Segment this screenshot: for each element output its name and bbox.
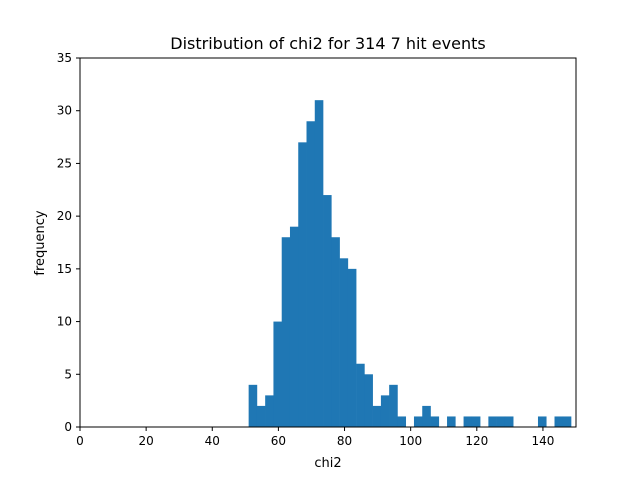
plot-area-frame xyxy=(79,57,577,428)
histogram-bar-3 xyxy=(273,321,283,427)
y-tick-label: 5 xyxy=(64,367,72,381)
y-tick-label: 15 xyxy=(57,262,72,276)
histogram-bar-11 xyxy=(339,258,349,427)
histogram-bar-6 xyxy=(298,142,307,427)
histogram-bar-18 xyxy=(397,416,407,427)
chart-title: Distribution of chi2 for 314 7 hit event… xyxy=(170,34,485,53)
histogram-bar-15 xyxy=(372,405,382,427)
histogram-bar-38 xyxy=(562,416,572,427)
histogram-bar-21 xyxy=(422,405,431,427)
x-tick-label: 140 xyxy=(531,434,554,448)
x-tick-label: 100 xyxy=(399,434,422,448)
x-tick-label: 120 xyxy=(465,434,488,448)
x-axis: 0 20 40 60 80 100 120 140 xyxy=(76,427,554,448)
histogram-bar-12 xyxy=(347,268,357,427)
histogram-bar-2 xyxy=(265,395,274,427)
y-tick-label: 30 xyxy=(57,104,72,118)
y-tick-label: 20 xyxy=(57,209,72,223)
histogram-bar-7 xyxy=(306,121,316,427)
y-tick-label: 10 xyxy=(57,315,72,329)
histogram-bar-26 xyxy=(463,416,473,427)
histogram-bar-9 xyxy=(323,195,332,427)
histogram-bar-24 xyxy=(447,416,456,427)
x-tick-label: 80 xyxy=(337,434,352,448)
y-axis: 0 5 10 15 20 25 30 35 xyxy=(57,51,80,434)
histogram-bar-13 xyxy=(356,363,365,427)
histogram-bar-31 xyxy=(504,416,514,427)
histogram-bar-27 xyxy=(471,416,481,427)
x-tick-label: 20 xyxy=(138,434,153,448)
y-axis-label: frequency xyxy=(33,210,48,276)
x-axis-label: chi2 xyxy=(314,456,341,471)
histogram-bar-22 xyxy=(430,416,440,427)
histogram-bar-29 xyxy=(488,416,497,427)
y-tick-label: 35 xyxy=(57,51,72,65)
histogram-bar-1 xyxy=(256,405,266,427)
histogram-bar-37 xyxy=(554,416,564,427)
histogram-bar-35 xyxy=(537,416,547,427)
histogram-bar-20 xyxy=(413,416,423,427)
histogram-bar-5 xyxy=(289,226,299,427)
histogram-bar-14 xyxy=(364,374,373,427)
x-tick-label: 0 xyxy=(76,434,84,448)
histogram-bar-10 xyxy=(331,237,340,427)
histogram-bar-0 xyxy=(248,384,258,427)
histogram-bar-17 xyxy=(389,384,398,427)
histogram-bar-30 xyxy=(496,416,506,427)
y-tick-label: 0 xyxy=(64,420,72,434)
bars-group xyxy=(248,100,572,428)
histogram-bar-4 xyxy=(281,237,291,427)
histogram-bar-8 xyxy=(314,100,324,428)
x-tick-label: 40 xyxy=(205,434,220,448)
histogram-bar-16 xyxy=(380,395,390,427)
x-tick-label: 60 xyxy=(271,434,286,448)
y-tick-label: 25 xyxy=(57,156,72,170)
